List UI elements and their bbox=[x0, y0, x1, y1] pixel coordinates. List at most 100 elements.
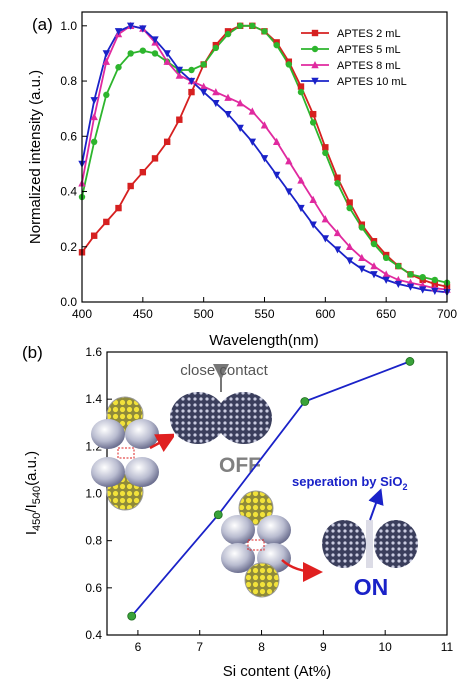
series-2-point bbox=[431, 276, 439, 284]
x-tick-label: 450 bbox=[133, 307, 153, 321]
separated-sphere-right bbox=[374, 520, 418, 568]
x-tick-label: 700 bbox=[437, 307, 457, 321]
series-2-point bbox=[188, 66, 195, 74]
series-2-point bbox=[249, 22, 256, 30]
y-label-i: I bbox=[23, 531, 40, 535]
x-tick-label: 7 bbox=[196, 640, 203, 654]
series-1-point bbox=[309, 110, 317, 118]
y-label-unit: (a.u.) bbox=[23, 451, 40, 486]
series-4-point bbox=[272, 171, 281, 179]
legend-entry: APTES 5 mL bbox=[337, 44, 401, 56]
series-4-point bbox=[297, 204, 305, 213]
series-4-point bbox=[224, 110, 232, 119]
series-3-point bbox=[102, 57, 111, 65]
series-1-point bbox=[127, 182, 134, 190]
series-2-point bbox=[139, 47, 147, 54]
close-contact-sphere-left bbox=[170, 392, 226, 444]
y-tick-label: 0.8 bbox=[60, 74, 77, 88]
y-tick-label: 0.6 bbox=[60, 129, 77, 143]
separated-sphere-left bbox=[322, 520, 366, 568]
series-4-point bbox=[321, 235, 330, 243]
y-tick-label: 0.4 bbox=[60, 185, 77, 199]
legend-marker bbox=[311, 77, 319, 85]
series-4-point bbox=[406, 283, 415, 291]
silica-sphere-lower-right bbox=[125, 457, 159, 487]
quantum-dot-top-on bbox=[238, 490, 274, 526]
series-3-point bbox=[248, 107, 257, 115]
y-label-sub-450: 450 bbox=[31, 513, 43, 531]
series-1-point bbox=[163, 138, 171, 146]
series-4-point bbox=[199, 88, 208, 97]
series-2-point bbox=[370, 240, 378, 248]
zoom-arrow-off bbox=[149, 433, 177, 452]
series-3-point bbox=[236, 99, 244, 107]
series-4-point bbox=[102, 50, 111, 58]
series-4-point bbox=[309, 221, 317, 229]
x-tick-label: 650 bbox=[376, 307, 396, 321]
panel-a: (a) 400 450 500 550 600 650 700 0.0 0.2 0.4 0.6 0.8… bbox=[27, 11, 457, 349]
series-3-point bbox=[260, 121, 269, 129]
x-tick-label: 6 bbox=[135, 640, 142, 654]
series-3-point bbox=[175, 71, 184, 79]
series-1-point bbox=[297, 83, 305, 90]
legend-entry: APTES 8 mL bbox=[337, 60, 401, 72]
series-4-point bbox=[358, 265, 366, 273]
series-2-point bbox=[236, 22, 244, 30]
separation-label: seperation by SiO2 bbox=[292, 474, 408, 492]
legend-marker bbox=[311, 61, 319, 69]
series-2-point bbox=[115, 64, 122, 71]
panel-a-legend: APTES 2 mL APTES 5 mL APTES 8 mL APTES 10 m… bbox=[301, 28, 407, 88]
legend-marker bbox=[311, 45, 319, 53]
series-2-point bbox=[90, 138, 98, 146]
series-3-point bbox=[272, 137, 281, 146]
series-4-point bbox=[248, 138, 257, 146]
series-4-point bbox=[260, 155, 269, 163]
series-2-point bbox=[212, 44, 220, 52]
series-2-point bbox=[407, 271, 414, 278]
panel-b-x-label: Si content (At%) bbox=[223, 663, 331, 680]
series-4-point bbox=[333, 246, 342, 254]
series-2-point bbox=[382, 254, 390, 262]
x-tick-label: 10 bbox=[379, 640, 393, 654]
series-1-point bbox=[115, 204, 122, 212]
series-3-point bbox=[321, 215, 330, 223]
quantum-dot-bottom-on bbox=[244, 562, 280, 598]
series-2-point bbox=[224, 30, 232, 38]
series-3-point bbox=[382, 270, 390, 278]
series-2-point bbox=[151, 50, 159, 57]
y-label-sub-540: 540 bbox=[31, 486, 43, 504]
y-tick-label: 0.4 bbox=[85, 628, 102, 642]
y-tick-label: 0.8 bbox=[85, 534, 102, 548]
off-schematic: close contact OFF bbox=[91, 362, 272, 511]
series-3-point bbox=[333, 228, 342, 237]
series-2-point bbox=[261, 28, 268, 35]
series-2-point bbox=[103, 91, 110, 99]
series-4-point bbox=[370, 271, 378, 279]
series-2-point bbox=[346, 204, 353, 212]
y-tick-label: 0.6 bbox=[85, 581, 102, 595]
x-tick-label: 9 bbox=[320, 640, 327, 654]
series-3-point bbox=[224, 93, 232, 101]
on-label: ON bbox=[354, 574, 389, 600]
silica-sphere-left-on bbox=[221, 515, 255, 545]
series-1-point bbox=[103, 218, 110, 226]
series-4-point bbox=[212, 99, 220, 108]
panel-a-x-label: Wavelength(nm) bbox=[209, 332, 318, 349]
series-4-point bbox=[285, 188, 293, 196]
ratio-point bbox=[405, 357, 415, 366]
x-tick-label: 11 bbox=[441, 640, 454, 654]
panel-a-y-label: Normalized intensity (a.u.) bbox=[27, 70, 44, 244]
series-2-point bbox=[309, 119, 317, 126]
silica-sphere-lower-left bbox=[91, 457, 125, 487]
x-tick-label: 600 bbox=[315, 307, 335, 321]
series-1-point bbox=[176, 116, 183, 123]
series-2-point bbox=[285, 61, 293, 68]
separation-pointer bbox=[368, 488, 384, 521]
series-4-point bbox=[418, 286, 427, 294]
series-3-point bbox=[163, 57, 171, 65]
series-2-point bbox=[395, 262, 402, 270]
series-4-point bbox=[90, 97, 98, 105]
panel-a-label: (a) bbox=[32, 15, 53, 34]
series-3-point bbox=[309, 195, 317, 204]
